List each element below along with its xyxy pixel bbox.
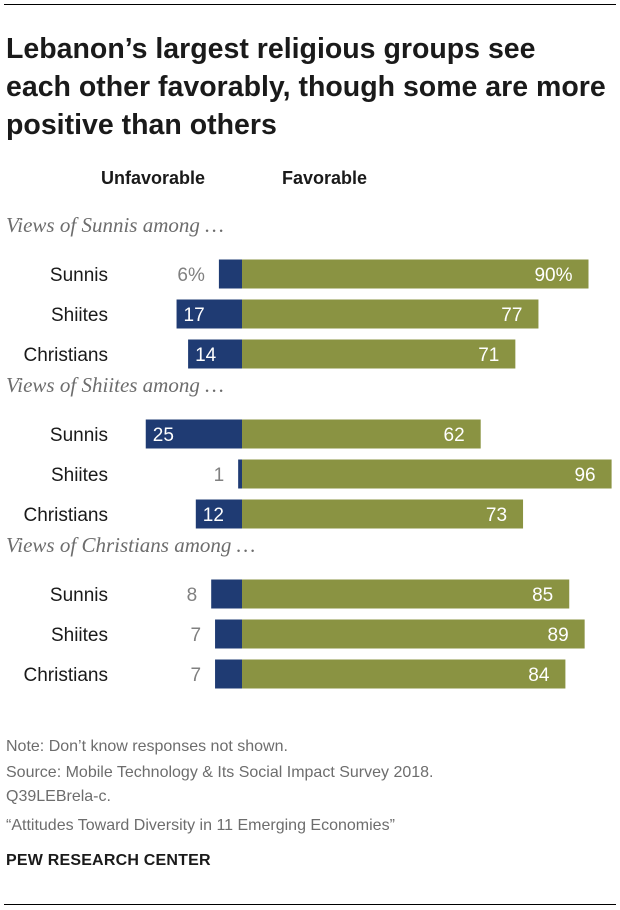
category-label: Sunnis: [50, 585, 108, 606]
favorable-value: 62: [444, 425, 465, 446]
favorable-value: 96: [574, 465, 595, 486]
unfavorable-bar: [215, 659, 242, 689]
favorable-value: 73: [486, 505, 507, 526]
favorable-value: 85: [532, 585, 553, 606]
favorable-bar: [242, 299, 539, 329]
favorable-bar: [242, 459, 612, 489]
category-label: Shiites: [51, 305, 108, 326]
category-label: Christians: [24, 665, 108, 686]
unfavorable-value: 8: [187, 585, 198, 606]
favorable-value: 71: [478, 345, 499, 366]
unfavorable-bar: [188, 339, 242, 369]
category-label: Shiites: [51, 625, 108, 646]
group-header: Views of Shiites among …: [6, 373, 224, 397]
category-label: Sunnis: [50, 265, 108, 286]
unfavorable-bar: [176, 299, 242, 329]
favorable-bar: [242, 579, 570, 609]
top-rule: [4, 4, 616, 5]
brand: PEW RESEARCH CENTER: [6, 852, 211, 869]
question-id: Q39LEBrela-c.: [6, 788, 111, 805]
unfavorable-value: 1: [214, 465, 225, 486]
favorable-value: 89: [548, 625, 569, 646]
unfavorable-bar: [195, 499, 242, 529]
favorable-bar: [242, 259, 589, 289]
chart-title: Lebanon’s largest religious groups see e…: [6, 33, 606, 141]
unfavorable-value: 12: [203, 505, 224, 526]
report-title: “Attitudes Toward Diversity in 11 Emergi…: [6, 817, 395, 834]
note: Note: Don’t know responses not shown.: [6, 738, 288, 755]
source: Source: Mobile Technology & Its Social I…: [6, 764, 434, 781]
unfavorable-bar: [238, 459, 242, 489]
bottom-rule: [4, 904, 616, 905]
unfavorable-bar: [211, 579, 242, 609]
favorable-bar: [242, 499, 524, 529]
category-label: Christians: [24, 505, 108, 526]
favorable-bar: [242, 619, 585, 649]
unfavorable-value: 25: [153, 425, 174, 446]
favorable-bar: [242, 339, 516, 369]
favorable-value: 84: [528, 665, 550, 686]
category-label: Shiites: [51, 465, 108, 486]
unfavorable-value: 7: [190, 625, 201, 646]
unfavorable-bar: [145, 419, 242, 449]
diverging-bar-chart: Views of Sunnis among … Sunnis 6% 90% Shiite…: [6, 213, 612, 689]
group-header: Views of Christians among …: [6, 533, 255, 557]
unfavorable-value: 6%: [177, 265, 205, 286]
favorable-value: 90%: [534, 265, 572, 286]
favorable-bar: [242, 419, 481, 449]
legend-unfavorable: Unfavorable: [101, 168, 206, 188]
category-label: Sunnis: [50, 425, 108, 446]
unfavorable-value: 17: [184, 305, 205, 326]
legend-favorable: Favorable: [282, 168, 368, 188]
group-header: Views of Sunnis among …: [6, 213, 224, 237]
unfavorable-value: 14: [195, 345, 217, 366]
favorable-bar: [242, 659, 566, 689]
favorable-value: 77: [501, 305, 522, 326]
unfavorable-value: 7: [190, 665, 201, 686]
unfavorable-bar: [218, 259, 242, 289]
unfavorable-bar: [215, 619, 242, 649]
category-label: Christians: [24, 345, 108, 366]
